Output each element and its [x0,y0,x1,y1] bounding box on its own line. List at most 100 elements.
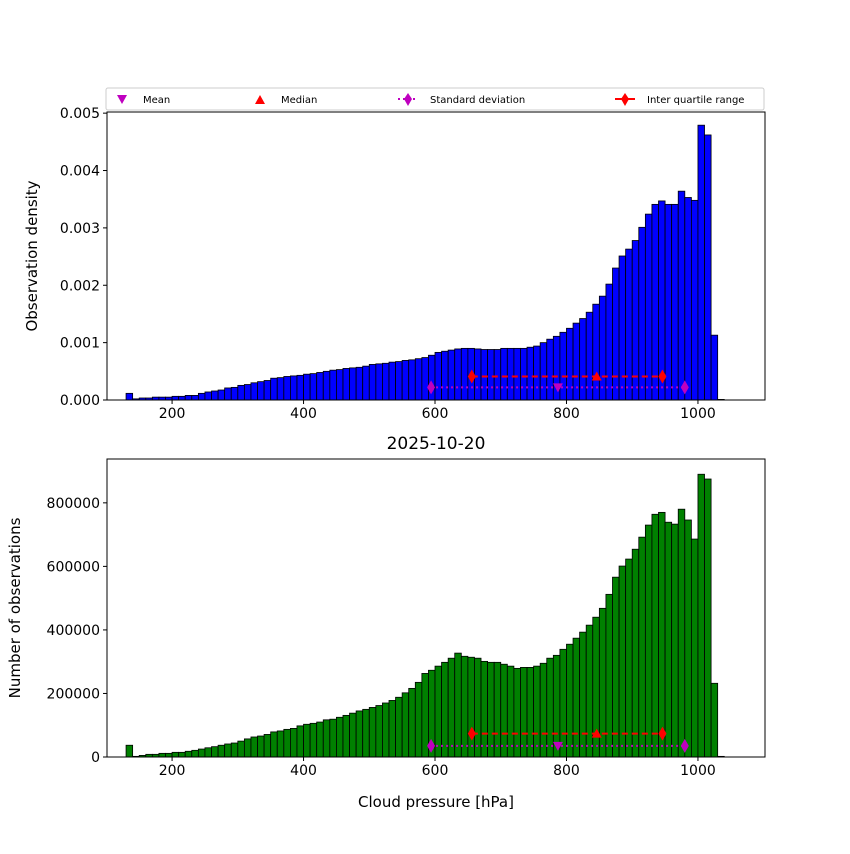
histogram-bar [336,369,344,401]
histogram-bar [513,667,521,758]
histogram-bar [447,657,456,758]
histogram-bar [441,350,449,401]
bottom-y-axis-label: Number of observations [6,517,24,698]
x-tick-label: 800 [553,406,580,422]
histogram-bar [533,665,541,758]
histogram-bar [414,681,423,758]
histogram-bar [638,536,646,758]
histogram-bar [375,705,383,758]
axes-frame [106,458,766,758]
histogram-bar [480,349,489,401]
x-tick-label: 400 [290,406,317,422]
histogram-bar [230,742,239,758]
histogram-bar [388,700,396,758]
histogram-bar [546,338,554,401]
histogram-bar [618,565,627,758]
histogram-bar [243,738,252,758]
histogram-bar [375,363,383,401]
histogram-bar [559,648,567,758]
histogram-bar [428,354,436,401]
histogram-bar [368,364,377,401]
histogram-bar [658,511,666,758]
y-tick-label: 0 [91,750,100,766]
mean-marker [552,383,563,393]
x-tick-label: 400 [290,763,317,779]
histogram-bar [651,203,659,401]
histogram-bar [460,655,469,758]
histogram-bar [592,303,600,401]
histogram-bar [263,734,272,758]
histogram-bar [217,744,226,758]
histogram-bar [631,548,640,758]
y-tick-label: 0.005 [60,106,100,122]
histogram-bar [585,624,594,758]
histogram-bar [250,736,258,758]
histogram-bar [191,395,199,401]
histogram-bar [224,743,232,758]
histogram-bar [605,593,613,758]
histogram-bar [414,358,423,401]
y-tick-label: 0.000 [60,393,100,409]
histogram-bar [224,387,232,401]
legend-median-marker-icon [255,95,265,104]
histogram-bar [500,347,508,401]
histogram-bar [230,386,239,401]
histogram-bar [618,255,627,401]
histogram-bar [316,721,324,758]
legend-mean-label: Mean [143,95,170,106]
histogram-bar [441,661,449,758]
legend-mean-marker-icon [117,95,127,104]
histogram-bar [257,381,265,401]
histogram-bar [513,347,521,401]
histogram-bar [303,373,311,401]
histogram-bar [697,473,705,758]
histogram-bar [125,744,134,758]
histogram-bar [237,740,245,758]
histogram-bar [677,508,686,758]
histogram-bar [480,660,489,758]
histogram-bar [526,346,535,401]
histogram-bar [401,692,410,758]
histogram-bar [500,663,508,758]
histogram-bar [309,373,318,401]
median-marker [591,371,602,381]
histogram-bar [329,369,337,401]
histogram-bar [382,702,390,758]
histogram-bar [303,723,311,758]
legend-std-marker-icon [404,93,412,106]
histogram-bar [204,391,212,401]
histogram-bar [690,538,699,758]
histogram-bar [395,696,403,758]
legend: Mean Median Standard deviation Inter qua… [105,87,765,111]
histogram-bar [342,368,350,401]
histogram-bar [349,712,357,758]
histogram-bar [217,389,226,401]
histogram-bar [644,213,653,401]
histogram-bar [671,203,679,401]
histogram-bar [276,377,285,401]
histogram-bar [566,643,574,758]
histogram-bar [684,519,692,758]
axes-frame [106,111,766,401]
histogram-bar [362,365,370,401]
histogram-bar [165,752,173,758]
histogram-bar [283,376,291,401]
histogram-bar [171,751,180,758]
y-tick-label: 0.003 [60,221,100,237]
x-tick-label: 200 [159,763,186,779]
histogram-bar [283,728,291,758]
histogram-bar [289,375,298,401]
histogram-bar [566,327,574,401]
legend-iqr-marker-icon [621,93,629,106]
histogram-bar [329,718,337,758]
histogram-bar [710,682,719,758]
histogram-bar [388,361,396,401]
histogram-bar [526,667,535,758]
histogram-bar [270,731,278,758]
std-diamond-marker [680,738,689,753]
histogram-bar [638,226,646,401]
histogram-bar [454,652,462,758]
histogram-bar [690,199,699,401]
histogram-bar [250,382,258,401]
